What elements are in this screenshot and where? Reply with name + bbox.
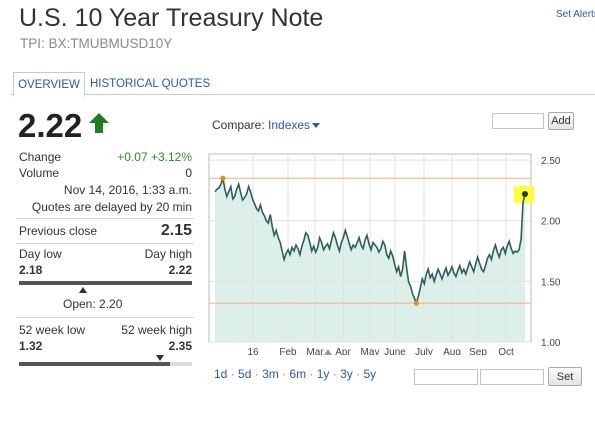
week52-low-label: 52 week low [19, 323, 86, 337]
add-button[interactable]: Add [548, 112, 574, 130]
navigator-marker-icon [324, 349, 332, 355]
ticker-symbol: TPI: BX:TMUBMUSD10Y [20, 36, 173, 51]
divider [16, 218, 194, 219]
range-1d-link[interactable]: 1d [214, 367, 228, 381]
range-5d-link[interactable]: 5d [238, 367, 252, 381]
day-range-fill [19, 281, 192, 285]
range-5y-link[interactable]: 5y [363, 367, 377, 381]
volume-row: Volume 0 [19, 166, 192, 180]
divider [16, 243, 194, 244]
day-high-value: 2.22 [168, 263, 192, 277]
range-3y-link[interactable]: 3y [340, 367, 353, 381]
range-3m-link[interactable]: 3m [262, 367, 279, 381]
day-range-values: 2.18 2.22 [19, 263, 192, 277]
range-separator: · [352, 367, 364, 381]
range-separator: · [306, 367, 317, 381]
x-tick-label: Apr [335, 347, 351, 355]
delay-note: Quotes are delayed by 20 min [31, 200, 192, 214]
range-separator: · [278, 367, 290, 381]
compare-dropdown[interactable]: Indexes [268, 118, 321, 132]
price-chart[interactable]: 2.50 2.00 1.50 1.00 16 Feb Mar Apr May June July Au… [207, 150, 567, 355]
previous-close-row: Previous close 2.15 [19, 222, 192, 240]
week52-range-fill [19, 362, 170, 366]
add-button-label: Add [551, 115, 571, 127]
high-marker [220, 175, 226, 181]
day-low-label: Day low [19, 247, 62, 261]
open-marker-icon [79, 287, 87, 293]
change-row: Change +0.07 +3.12% [19, 150, 192, 164]
x-tick-label: June [384, 347, 406, 355]
compare-control: Compare: Indexes [212, 118, 321, 132]
range-1y-link[interactable]: 1y [316, 367, 330, 381]
y-tick-label: 2.00 [541, 217, 561, 228]
x-tick-label: May [361, 347, 380, 355]
range-separator: · [329, 367, 341, 381]
volume-label: Volume [19, 166, 60, 180]
previous-close-value: 2.15 [160, 222, 192, 239]
set-alerts-link[interactable]: Set Alerts [556, 9, 595, 20]
x-tick-label: 16 [247, 347, 259, 355]
x-tick-label: Sep [469, 347, 487, 355]
y-tick-label: 1.00 [541, 338, 561, 349]
tab-overview-label: OVERVIEW [18, 78, 80, 91]
end-date-input[interactable] [480, 369, 544, 385]
day-range-bar [19, 281, 192, 285]
tabs-divider [10, 94, 595, 95]
range-separator: · [227, 367, 239, 381]
low-marker [413, 300, 420, 306]
x-tick-label: Feb [279, 347, 297, 355]
day-low-value: 2.18 [19, 263, 43, 277]
tab-historical-quotes[interactable]: HISTORICAL QUOTES [90, 78, 211, 90]
open-price: Open: 2.20 [63, 297, 123, 311]
week52-labels: 52 week low 52 week high [19, 323, 192, 337]
previous-close-label: Previous close [19, 224, 98, 238]
volume-value: 0 [185, 166, 192, 180]
change-label: Change [19, 150, 62, 164]
last-price: 2.22 [18, 107, 83, 144]
chevron-down-icon [312, 123, 321, 128]
week52-high-value: 2.35 [168, 339, 192, 353]
compare-dropdown-label: Indexes [268, 118, 311, 132]
day-high-label: Day high [144, 247, 192, 261]
x-tick-label: Mar [306, 347, 324, 355]
week52-high-label: 52 week high [121, 323, 192, 337]
week52-current-marker-icon [156, 355, 164, 361]
divider [16, 317, 194, 318]
timestamp-row: Nov 14, 2016, 1:33 a.m. [19, 183, 192, 197]
week52-values: 1.32 2.35 [19, 339, 192, 353]
y-tick-label: 2.50 [541, 156, 561, 167]
up-arrow-icon [89, 113, 109, 133]
x-tick-label: Aug [443, 347, 461, 355]
compare-symbol-input[interactable] [492, 113, 544, 129]
y-tick-label: 1.50 [541, 277, 561, 288]
start-date-input[interactable] [414, 369, 478, 385]
delay-row: Quotes are delayed by 20 min [19, 200, 192, 214]
compare-label: Compare: [212, 118, 265, 132]
x-tick-label: Oct [498, 347, 514, 355]
change-value: +0.07 +3.12% [117, 150, 192, 164]
series-line [214, 178, 526, 306]
quote-timestamp: Nov 14, 2016, 1:33 a.m. [63, 183, 192, 197]
last-price-marker [522, 191, 528, 198]
set-button-label: Set [556, 370, 574, 383]
week52-range-bar [19, 362, 192, 366]
range-separator: · [251, 367, 263, 381]
page-title: U.S. 10 Year Treasury Note [19, 4, 324, 32]
week52-low-value: 1.32 [19, 339, 43, 353]
day-range-labels: Day low Day high [19, 247, 192, 261]
x-tick-label: July [415, 347, 433, 355]
time-range-selector: 1d · 5d · 3m · 6m · 1y · 3y · 5y [214, 367, 376, 381]
tab-overview[interactable]: OVERVIEW [13, 72, 85, 97]
set-button[interactable]: Set [548, 367, 582, 386]
range-6m-link[interactable]: 6m [289, 367, 307, 381]
